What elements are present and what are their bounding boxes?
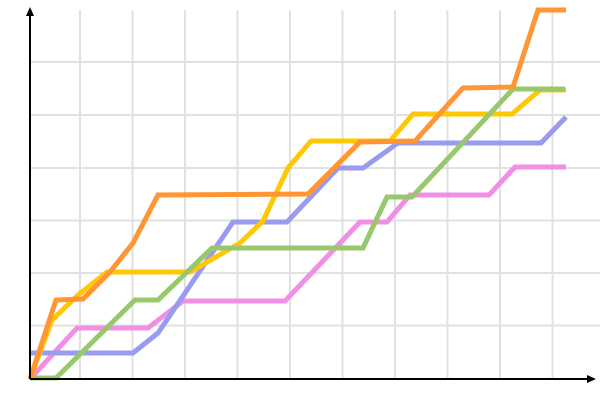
axes-layer	[26, 7, 596, 383]
series-green-line	[30, 86, 565, 381]
series-layer	[27, 7, 568, 381]
series-gold-line	[27, 87, 566, 380]
y-axis-arrow-icon	[26, 7, 34, 16]
x-axis-arrow-icon	[587, 375, 596, 383]
series-violet-line	[28, 164, 566, 381]
series-periwinkle-line	[30, 115, 568, 356]
series-orange-line	[27, 7, 566, 380]
